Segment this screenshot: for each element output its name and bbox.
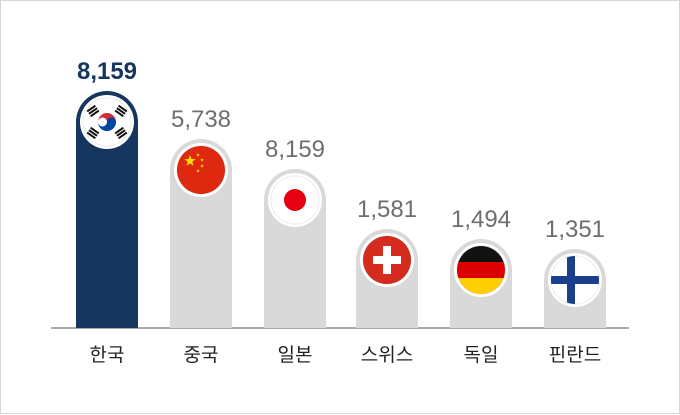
category-label-6: 핀란드 — [549, 344, 601, 366]
category-label-1: 한국 — [90, 344, 125, 366]
category-label-4: 스위스 — [361, 344, 413, 366]
value-label-4: 1,581 — [357, 196, 417, 223]
value-label-5: 1,494 — [451, 206, 511, 233]
bar-1 — [76, 91, 138, 328]
category-label-5: 독일 — [464, 344, 499, 366]
value-label-2: 5,738 — [171, 106, 231, 133]
finland-flag-icon — [548, 253, 602, 307]
switzerland-flag-icon — [360, 233, 414, 287]
value-label-3: 8,159 — [265, 136, 325, 163]
china-flag-icon — [174, 143, 228, 197]
germany-flag-icon — [454, 243, 508, 297]
japan-flag-icon — [268, 173, 322, 227]
category-label-2: 중국 — [184, 344, 219, 366]
value-label-1: 8,159 — [77, 58, 137, 85]
value-label-6: 1,351 — [545, 216, 605, 243]
category-label-3: 일본 — [278, 344, 313, 366]
south-korea-flag-icon — [80, 95, 134, 149]
